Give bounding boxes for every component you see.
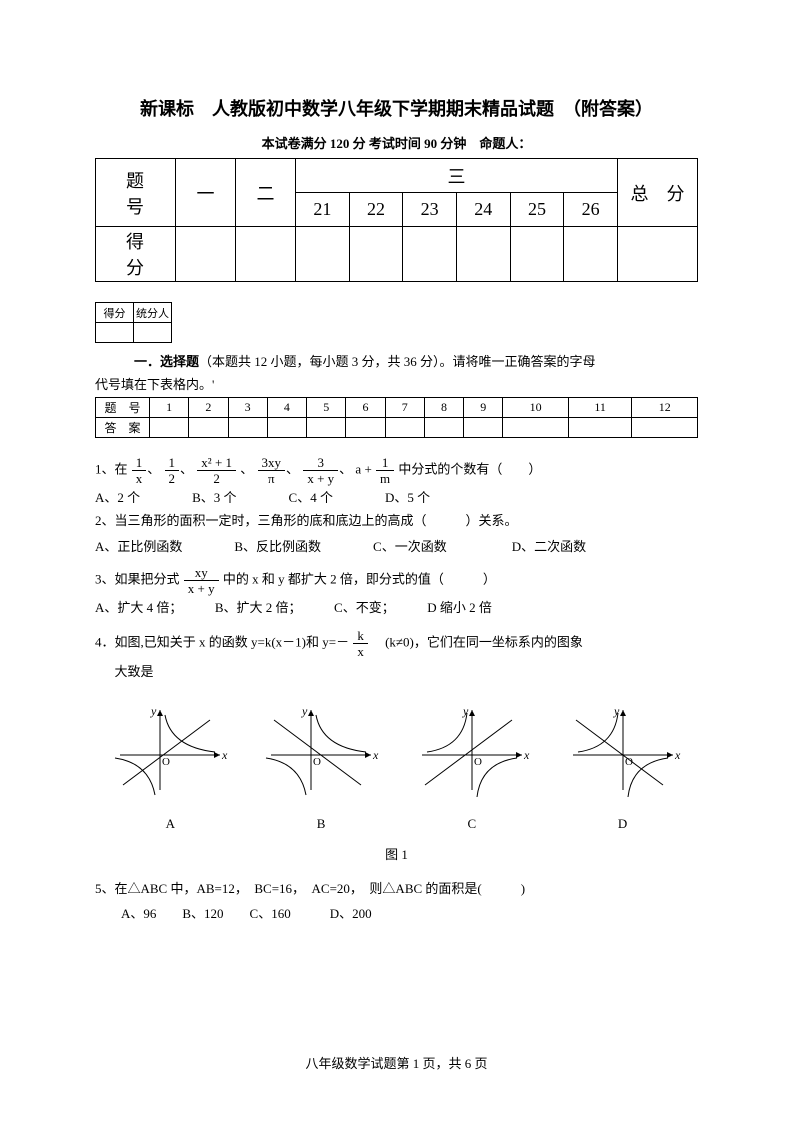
score-cell xyxy=(456,227,510,282)
grader-person-cell xyxy=(134,323,172,343)
ans-num: 7 xyxy=(385,398,424,418)
page-subtitle: 本试卷满分 120 分 考试时间 90 分钟 命题人： xyxy=(95,133,698,152)
question-4: 4．如图,已知关于 x 的函数 y=k(x－1)和 y=－ kx (k≠0)，它… xyxy=(95,629,698,658)
chart-c: x y O C xyxy=(417,705,527,832)
question-1: 1、在 1x、 12、 x² + 12 、 3xyπ、 3x + y、 a + … xyxy=(95,456,698,485)
grader-score-cell xyxy=(96,323,134,343)
svg-text:y: y xyxy=(301,704,308,718)
ans-cell xyxy=(632,418,698,438)
score-cell xyxy=(510,227,564,282)
question-3: 3、如果把分式 xyx + y 中的 x 和 y 都扩大 2 倍，即分式的值（ … xyxy=(95,566,698,595)
q4-line2: 大致是 xyxy=(95,660,698,685)
ans-num: 12 xyxy=(632,398,698,418)
grader-box: 得分 统分人 xyxy=(95,302,172,343)
svg-text:x: x xyxy=(372,748,379,762)
page-footer: 八年级数学试题第 1 页，共 6 页 xyxy=(0,1053,793,1072)
subcol-26: 26 xyxy=(564,193,618,227)
ans-row-label: 答 案 xyxy=(96,418,150,438)
ans-num: 11 xyxy=(568,398,632,418)
ans-cell xyxy=(189,418,228,438)
section-1-instr: 代号填在下表格内。' xyxy=(95,374,698,393)
col-two: 二 xyxy=(236,159,296,227)
ans-num: 3 xyxy=(228,398,267,418)
score-cell xyxy=(349,227,403,282)
col-three: 三 xyxy=(296,159,618,193)
ans-cell xyxy=(503,418,568,438)
subcol-25: 25 xyxy=(510,193,564,227)
score-cell xyxy=(403,227,457,282)
svg-text:O: O xyxy=(474,756,482,768)
ans-cell xyxy=(424,418,463,438)
cell-header-num: 题 号 xyxy=(96,159,176,227)
chart-d: x y O D xyxy=(568,705,678,832)
grader-score-label: 得分 xyxy=(96,303,134,323)
q4-charts: x y O A x y O B xyxy=(95,705,698,832)
chart-a: x y O A xyxy=(115,705,225,832)
ans-num: 10 xyxy=(503,398,568,418)
score-cell xyxy=(236,227,296,282)
col-one: 一 xyxy=(176,159,236,227)
page-title: 新课标 人教版初中数学八年级下学期期末精品试题 （附答案） xyxy=(95,95,698,121)
chart-b: x y O B xyxy=(266,705,376,832)
subcol-24: 24 xyxy=(456,193,510,227)
svg-text:O: O xyxy=(162,756,170,768)
ans-num: 8 xyxy=(424,398,463,418)
ans-num: 6 xyxy=(346,398,385,418)
subcol-22: 22 xyxy=(349,193,403,227)
q2-options: A、正比例函数 B、反比例函数 C、一次函数 D、二次函数 xyxy=(95,536,698,558)
ans-cell xyxy=(267,418,306,438)
ans-cell xyxy=(385,418,424,438)
ans-cell xyxy=(568,418,632,438)
ans-num: 5 xyxy=(307,398,346,418)
svg-text:y: y xyxy=(462,704,469,718)
question-2: 2、当三角形的面积一定时，三角形的底和底边上的高成（ ）关系。 xyxy=(95,509,698,534)
score-cell xyxy=(296,227,350,282)
ans-num: 4 xyxy=(267,398,306,418)
ans-cell xyxy=(228,418,267,438)
main-score-table: 题 号 一 二 三 总 分 21 22 23 24 25 26 得 分 xyxy=(95,158,698,282)
svg-text:y: y xyxy=(150,704,157,718)
svg-text:x: x xyxy=(674,748,681,762)
ans-cell xyxy=(464,418,503,438)
svg-text:y: y xyxy=(613,704,620,718)
cell-header-score: 得 分 xyxy=(96,227,176,282)
section-1-header: 一．选择题（本题共 12 小题，每小题 3 分，共 36 分）。请将唯一正确答案… xyxy=(95,351,698,370)
q1-options: A、2 个 B、3 个 C、4 个 D、5 个 xyxy=(95,487,698,509)
q3-options: A、扩大 4 倍； B、扩大 2 倍； C、不变； D 缩小 2 倍 xyxy=(95,597,698,619)
subcol-23: 23 xyxy=(403,193,457,227)
ans-cell xyxy=(307,418,346,438)
svg-text:x: x xyxy=(221,748,228,762)
q5-options: A、96 B、120 C、160 D、200 xyxy=(95,903,698,925)
score-cell xyxy=(618,227,698,282)
col-total: 总 分 xyxy=(618,159,698,227)
ans-num: 9 xyxy=(464,398,503,418)
svg-text:O: O xyxy=(313,756,321,768)
ans-head: 题 号 xyxy=(96,398,150,418)
subcol-21: 21 xyxy=(296,193,350,227)
ans-num: 1 xyxy=(150,398,189,418)
score-cell xyxy=(564,227,618,282)
grader-person-label: 统分人 xyxy=(134,303,172,323)
ans-cell xyxy=(150,418,189,438)
figure-caption: 图 1 xyxy=(95,844,698,863)
question-5: 5、在△ABC 中，AB=12， BC=16， AC=20， 则△ABC 的面积… xyxy=(95,877,698,902)
answer-table: 题 号 1 2 3 4 5 6 7 8 9 10 11 12 答 案 xyxy=(95,397,698,438)
ans-cell xyxy=(346,418,385,438)
svg-text:x: x xyxy=(523,748,530,762)
score-cell xyxy=(176,227,236,282)
ans-num: 2 xyxy=(189,398,228,418)
